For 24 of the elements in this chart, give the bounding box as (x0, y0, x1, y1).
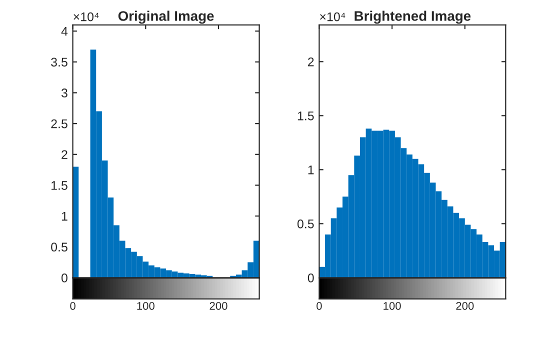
y-tick-label: 4 (61, 27, 68, 36)
y-tick-label: 0.5 (51, 242, 68, 252)
y-tick-label: 2 (62, 150, 68, 159)
y-tick-label: 0.5 (297, 219, 314, 228)
chart-title: Brightened Image (354, 10, 471, 24)
text: ×10⁴ (320, 12, 346, 22)
x-tick-label: 100 (384, 302, 401, 310)
y-tick-label: 1.5 (52, 181, 68, 190)
y-tick-label: 3 (61, 88, 68, 98)
y-tick-label: 1.5 (298, 112, 314, 120)
text: ×10⁴ (74, 12, 99, 22)
chart-title: Original Image (118, 10, 214, 24)
x-tick-label: 200 (210, 302, 228, 310)
y-tick-label: 1 (308, 166, 314, 174)
x-tick-label: 100 (137, 302, 154, 310)
y-tick-label: 2 (308, 57, 314, 66)
x-tick-label: 0 (70, 302, 76, 310)
y-tick-label: 1 (62, 212, 68, 221)
y-tick-label: 3.5 (51, 58, 68, 67)
x-tick-label: 200 (456, 302, 474, 310)
y-tick-label: 0 (308, 273, 314, 282)
x-tick-label: 0 (316, 302, 322, 310)
y-tick-label: 0 (61, 273, 68, 282)
y-tick-label: 2.5 (51, 119, 68, 128)
